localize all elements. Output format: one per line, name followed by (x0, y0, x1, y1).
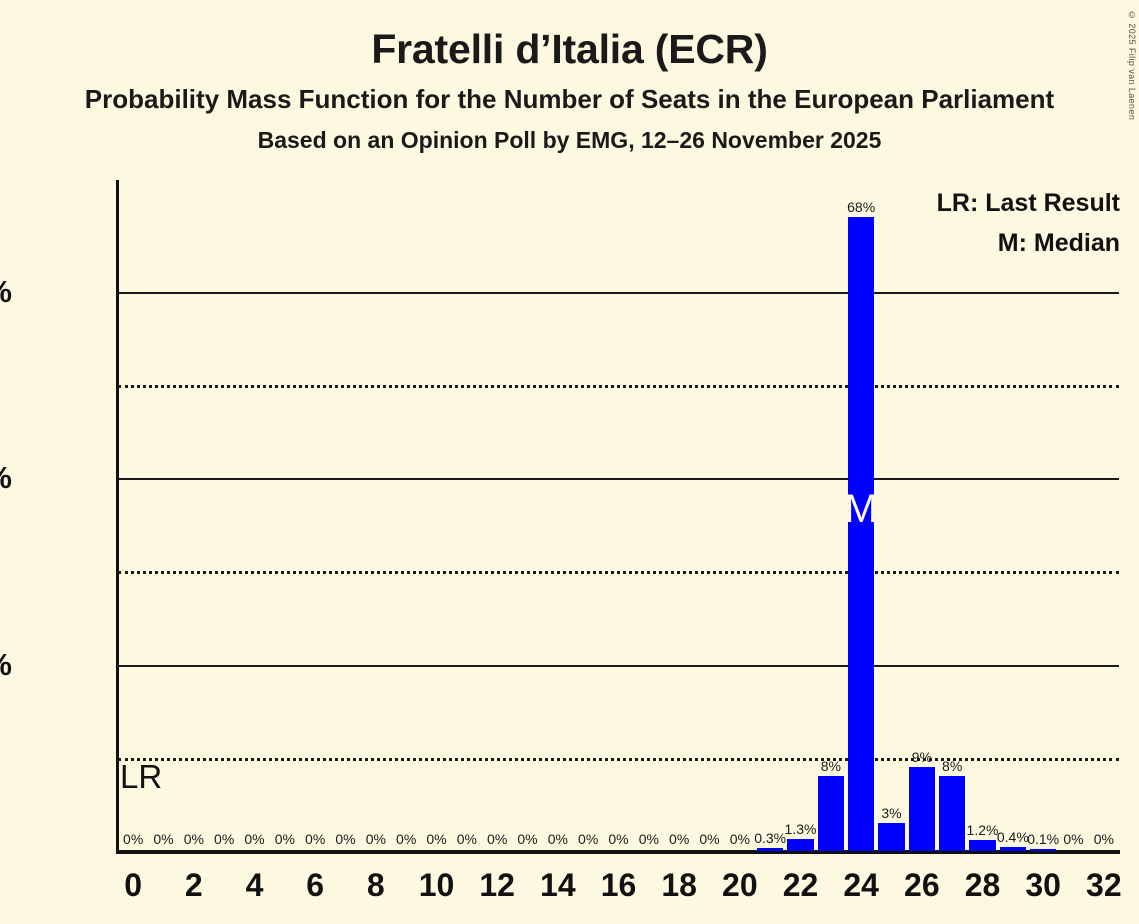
bar-seat-30 (1030, 849, 1057, 851)
chart-subtitle: Probability Mass Function for the Number… (84, 84, 1055, 114)
y-axis-line (116, 180, 119, 851)
x-axis-tick-14: 14 (540, 867, 576, 903)
legend-entry-last-result: LR: Last Result (936, 189, 1120, 217)
last-result-marker: LR (120, 757, 163, 795)
bar-value-label-6: 0% (305, 831, 326, 847)
bar-value-label-25: 3% (881, 805, 902, 822)
bar-value-label-7: 0% (335, 831, 356, 847)
x-axis-tick-18: 18 (661, 867, 697, 903)
bar-value-label-18: 0% (669, 831, 690, 847)
bar-value-label-16: 0% (608, 831, 629, 847)
bar-value-label-23: 8% (820, 758, 841, 775)
bar-value-label-15: 0% (578, 831, 599, 847)
bar-value-label-10: 0% (426, 831, 447, 847)
plot-area: 0% 0% 0% 0% 0% 0% 0% 0% 0% 0% 0% 0% 0% 0% 0% 0% 0% 0% 0% 0%… (116, 180, 1120, 854)
title-block: Fratelli d’Italia (ECR) Probability Mass… (0, 0, 1139, 155)
bar-value-label-26: 9% (911, 749, 932, 766)
bar-value-label-11: 0% (456, 831, 477, 847)
x-axis-tick-6: 6 (306, 867, 325, 903)
bar-seat-24 (848, 217, 875, 851)
x-axis-tick-16: 16 (600, 867, 637, 903)
bar-value-label-22: 1.3% (784, 820, 817, 837)
bar-value-label-28: 1.2% (966, 821, 999, 838)
x-axis-tick-28: 28 (964, 867, 1001, 903)
gridline-10 (118, 757, 1119, 761)
bar-value-label-21: 0.3% (754, 830, 787, 847)
gridline-20 (118, 664, 1119, 667)
chart-legend: LR: Last Result M: Median (937, 183, 1120, 263)
bar-value-label-17: 0% (638, 831, 659, 847)
median-marker: M (844, 486, 878, 531)
gridline-50 (118, 385, 1119, 389)
page-title: Fratelli d’Italia (ECR) (371, 26, 768, 72)
x-axis-tick-20: 20 (722, 867, 758, 903)
x-axis-tick-4: 4 (245, 867, 264, 903)
bar-value-label-19: 0% (699, 831, 720, 847)
bar-seat-23 (817, 776, 844, 851)
x-axis-tick-12: 12 (479, 867, 515, 903)
gridline-30 (118, 571, 1119, 575)
legend-entry-median: M: Median (997, 229, 1120, 257)
x-axis-tick-10: 10 (418, 867, 455, 903)
x-axis-tick-2: 2 (184, 867, 203, 903)
bar-value-label-12: 0% (487, 831, 508, 847)
x-axis-tick-30: 30 (1025, 867, 1061, 903)
bar-value-label-24: 68% (847, 199, 876, 216)
bar-value-label-4: 0% (244, 831, 265, 847)
gridline-60 (118, 291, 1119, 294)
bar-value-label-2: 0% (183, 831, 204, 847)
bar-value-label-3: 0% (214, 831, 235, 847)
x-axis-tick-26: 26 (904, 867, 940, 903)
copyright-notice: © 2025 Filip van Laenen (1127, 10, 1137, 121)
bar-value-label-0: 0% (123, 831, 144, 847)
x-axis-line (116, 850, 1120, 854)
x-axis-tick-32: 32 (1086, 867, 1122, 903)
x-axis-tick-24: 24 (843, 867, 879, 903)
bar-seat-29 (999, 847, 1026, 851)
x-axis-tick-22: 22 (782, 867, 819, 903)
chart-source-line: Based on an Opinion Poll by EMG, 12–26 N… (257, 127, 882, 153)
bar-seat-21 (757, 848, 784, 851)
bar-value-label-13: 0% (517, 831, 538, 847)
bar-value-label-20: 0% (729, 831, 750, 847)
bar-value-label-8: 0% (365, 831, 386, 847)
bar-seat-27 (939, 776, 966, 851)
bar-value-label-32: 0% (1093, 831, 1114, 847)
bar-seat-22 (787, 838, 814, 851)
bar-seat-26 (908, 767, 935, 851)
y-axis-tick-60: 60% (0, 276, 12, 307)
x-axis-tick-8: 8 (366, 867, 385, 903)
bar-value-label-9: 0% (396, 831, 417, 847)
bar-seat-28 (969, 839, 996, 851)
bar-value-label-1: 0% (153, 831, 174, 847)
y-axis-tick-20: 20% (0, 649, 12, 680)
gridline-40 (118, 478, 1119, 481)
bar-value-label-14: 0% (547, 831, 568, 847)
y-axis-tick-40: 40% (0, 462, 12, 493)
x-axis-tick-0: 0 (124, 867, 143, 903)
bar-seat-25 (878, 823, 905, 851)
bar-value-label-29: 0.4% (996, 829, 1029, 846)
bar-value-label-30: 0.1% (1027, 831, 1060, 847)
bar-value-label-27: 8% (942, 758, 963, 775)
bar-value-label-5: 0% (274, 831, 295, 847)
bar-value-label-31: 0% (1063, 831, 1084, 847)
